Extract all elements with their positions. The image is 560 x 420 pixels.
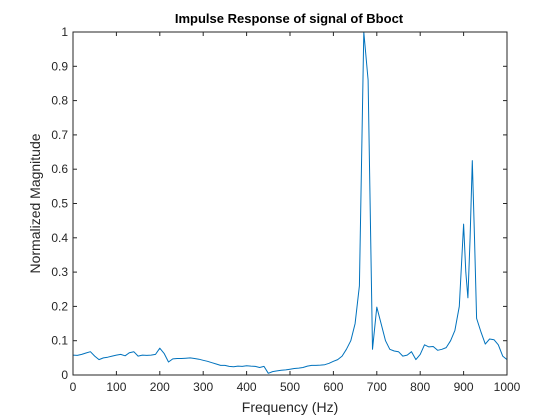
x-tick-label: 500 <box>280 380 300 394</box>
y-tick-label: 0.4 <box>51 231 68 245</box>
x-tick-label: 0 <box>70 380 77 394</box>
series-line-bboct <box>72 31 508 374</box>
x-tick-label: 1000 <box>494 380 521 394</box>
x-tick-label: 300 <box>193 380 213 394</box>
y-tick-label: 0.7 <box>51 128 68 142</box>
series-layer <box>72 31 508 374</box>
x-tick-label: 600 <box>323 380 343 394</box>
x-tick-label: 700 <box>367 380 387 394</box>
x-tick-label: 900 <box>454 380 474 394</box>
y-tick-label: 0.2 <box>51 299 68 313</box>
x-tick-label: 400 <box>237 380 257 394</box>
plot-box <box>72 31 508 376</box>
y-tick-label: 0 <box>61 368 68 382</box>
y-axis-ticks: 0 0.1 0.2 0.3 0.4 0.5 0.6 0.7 0.8 0.9 1 <box>51 25 507 382</box>
y-axis-title: Normalized Magnitude <box>27 133 43 273</box>
y-tick-label: 0.8 <box>51 94 68 108</box>
y-tick-label: 0.3 <box>51 265 68 279</box>
y-tick-label: 0.9 <box>51 59 68 73</box>
x-axis-ticks: 0 100 200 300 400 500 600 700 800 900 1000 <box>70 32 521 394</box>
plot-area: 0 0.1 0.2 0.3 0.4 0.5 0.6 0.7 0.8 0.9 1 0 100 200 300… <box>51 25 520 394</box>
x-tick-label: 100 <box>106 380 126 394</box>
x-tick-label: 800 <box>410 380 430 394</box>
x-axis-title: Frequency (Hz) <box>242 399 338 415</box>
x-tick-label: 200 <box>150 380 170 394</box>
y-tick-label: 1 <box>61 25 68 39</box>
y-tick-label: 0.5 <box>51 197 68 211</box>
y-tick-label: 0.6 <box>51 162 68 176</box>
chart-title: Impulse Response of signal of Bboct <box>175 11 404 26</box>
y-tick-label: 0.1 <box>51 334 68 348</box>
